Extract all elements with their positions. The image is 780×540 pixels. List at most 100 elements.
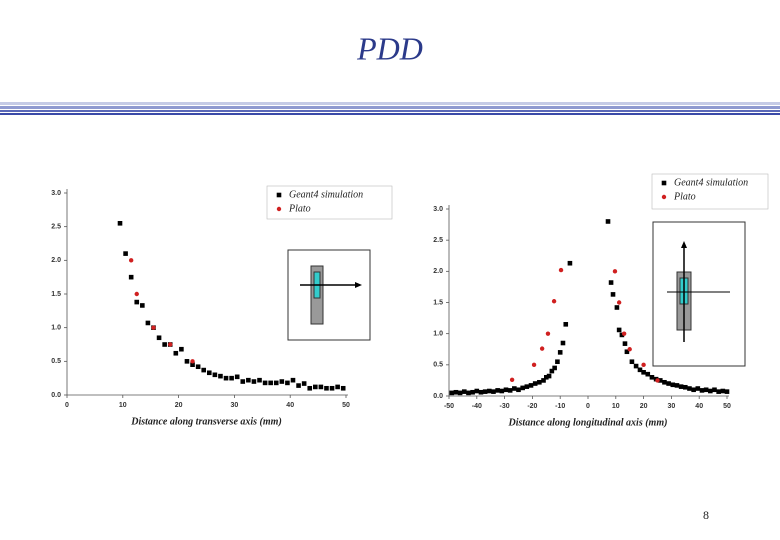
point — [649, 375, 655, 380]
point — [240, 379, 246, 384]
point — [703, 387, 709, 393]
point — [307, 385, 313, 391]
point — [251, 379, 257, 384]
point — [516, 387, 521, 393]
point — [545, 331, 551, 336]
y-tick-label: 2.5 — [433, 237, 443, 244]
point — [246, 377, 251, 383]
point — [134, 291, 139, 297]
point — [678, 384, 684, 389]
point — [624, 349, 630, 355]
point — [123, 251, 128, 256]
point — [549, 368, 555, 374]
point — [662, 379, 667, 385]
y-tick-label: 2.5 — [51, 224, 61, 231]
point — [621, 331, 627, 336]
legend-label: Geant4 simulation — [674, 177, 748, 188]
point — [520, 385, 525, 391]
point — [605, 219, 611, 224]
x-tick-label: -40 — [472, 403, 482, 410]
x-tick-label: 30 — [231, 402, 239, 409]
x-tick-label: 20 — [640, 403, 648, 410]
point — [563, 322, 569, 327]
point — [128, 258, 134, 263]
x-tick-label: -10 — [555, 403, 565, 410]
point — [524, 384, 530, 389]
point — [461, 389, 467, 394]
point — [482, 389, 488, 394]
point — [184, 359, 190, 364]
point — [555, 359, 560, 365]
title-rule — [0, 102, 780, 115]
point — [695, 386, 701, 391]
point — [173, 350, 179, 356]
point — [296, 383, 301, 388]
point — [512, 386, 517, 391]
point — [670, 382, 676, 388]
point — [179, 346, 184, 352]
point — [627, 347, 632, 352]
point — [645, 371, 651, 377]
x-tick-label: 50 — [723, 403, 731, 410]
point — [273, 380, 279, 386]
point — [683, 384, 688, 390]
y-tick-label: 2.0 — [433, 268, 443, 275]
point — [128, 274, 134, 280]
point — [487, 388, 492, 394]
point — [466, 390, 471, 396]
point — [223, 375, 229, 381]
x-axis-label: Distance along longitudinal axis (mm) — [508, 417, 668, 428]
x-tick-label: -30 — [500, 403, 510, 410]
point — [622, 341, 628, 346]
legend-box — [266, 185, 393, 220]
point — [313, 384, 318, 390]
point — [699, 388, 705, 393]
inset-longitudinal — [652, 221, 746, 367]
point — [474, 388, 480, 394]
point — [457, 390, 463, 396]
legend-label: Plato — [288, 203, 311, 214]
point — [340, 385, 346, 391]
y-tick-label: 1.5 — [433, 299, 443, 306]
point — [257, 377, 262, 383]
y-tick-label: 1.5 — [51, 291, 61, 298]
y-tick-label: 0.5 — [433, 362, 443, 369]
y-tick-label: 1.0 — [433, 331, 443, 338]
point — [324, 385, 329, 391]
point — [190, 362, 195, 367]
legend-marker — [276, 192, 282, 198]
legend-label: Geant4 simulation — [289, 189, 363, 200]
legend-box — [651, 173, 769, 210]
point — [567, 260, 573, 266]
slide-title: PDD — [356, 30, 423, 66]
x-tick-label: 20 — [175, 402, 183, 409]
page-number: 8 — [703, 508, 709, 522]
point — [558, 267, 564, 273]
point — [551, 299, 557, 304]
point — [616, 300, 622, 305]
point — [610, 292, 616, 297]
point — [531, 362, 537, 368]
point — [262, 380, 268, 386]
point — [724, 389, 730, 394]
point — [557, 350, 563, 355]
y-tick-label: 3.0 — [51, 190, 61, 197]
point — [539, 346, 545, 351]
x-tick-label: -20 — [527, 403, 537, 410]
y-tick-label: 3.0 — [433, 206, 443, 213]
x-tick-label: -50 — [444, 403, 454, 410]
inset-transverse — [287, 249, 371, 341]
point — [608, 280, 614, 285]
point — [612, 269, 618, 274]
point — [560, 340, 566, 346]
point — [151, 325, 156, 330]
point — [528, 383, 534, 388]
x-tick-label: 10 — [119, 402, 127, 409]
point — [218, 373, 223, 379]
point — [616, 327, 622, 333]
point — [290, 377, 296, 383]
legend-marker — [661, 180, 667, 186]
point — [329, 385, 335, 391]
